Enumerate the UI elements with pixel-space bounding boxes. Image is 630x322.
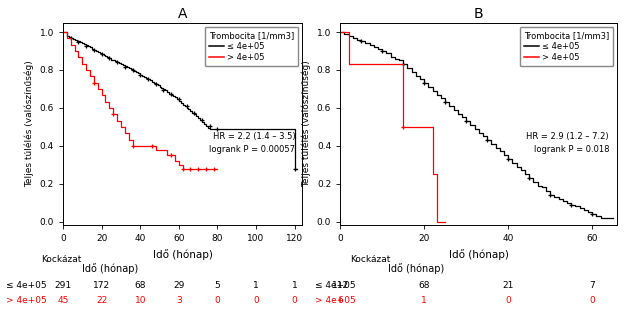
Text: > 4e+05: > 4e+05	[315, 296, 356, 305]
Text: 1: 1	[421, 296, 427, 305]
Y-axis label: Teljes túlélés (valószínűség): Teljes túlélés (valószínűség)	[302, 61, 311, 187]
Text: > 4e+05: > 4e+05	[6, 296, 47, 305]
Title: A: A	[178, 7, 188, 21]
Text: 0: 0	[215, 296, 220, 305]
Text: 291: 291	[54, 281, 72, 290]
Text: 1: 1	[292, 281, 297, 290]
Text: HR = 2.2 (1.4 – 3.5)
logrank P = 0.00057: HR = 2.2 (1.4 – 3.5) logrank P = 0.00057	[209, 132, 295, 154]
Y-axis label: Teljes túlélés (valószínűség): Teljes túlélés (valószínűség)	[25, 61, 34, 187]
Text: 68: 68	[418, 281, 430, 290]
Text: 112: 112	[331, 281, 349, 290]
Text: 0: 0	[292, 296, 297, 305]
Text: 0: 0	[253, 296, 259, 305]
Legend: ≤ 4e+05, > 4e+05: ≤ 4e+05, > 4e+05	[205, 27, 298, 66]
Text: 172: 172	[93, 281, 110, 290]
Legend: ≤ 4e+05, > 4e+05: ≤ 4e+05, > 4e+05	[520, 27, 613, 66]
Text: HR = 2.9 (1.2 – 7.2)
logrank P = 0.018: HR = 2.9 (1.2 – 7.2) logrank P = 0.018	[527, 132, 609, 154]
Text: 10: 10	[134, 296, 146, 305]
Text: 0: 0	[589, 296, 595, 305]
Text: 1: 1	[253, 281, 259, 290]
Text: 6: 6	[337, 296, 343, 305]
X-axis label: Idő (hónap): Idő (hónap)	[152, 249, 213, 260]
Text: 45: 45	[57, 296, 69, 305]
Text: 0: 0	[505, 296, 511, 305]
Text: 22: 22	[96, 296, 107, 305]
Text: 3: 3	[176, 296, 181, 305]
Text: Idő (hónap): Idő (hónap)	[387, 263, 444, 274]
Text: ≤ 4e+05: ≤ 4e+05	[6, 281, 47, 290]
Text: Idő (hónap): Idő (hónap)	[82, 263, 139, 274]
Text: 7: 7	[589, 281, 595, 290]
Text: 29: 29	[173, 281, 185, 290]
Text: Kockázat: Kockázat	[350, 255, 390, 264]
Text: ≤ 4e+05: ≤ 4e+05	[315, 281, 355, 290]
Text: Kockázat: Kockázat	[41, 255, 81, 264]
Text: 5: 5	[215, 281, 220, 290]
Text: 68: 68	[134, 281, 146, 290]
Title: B: B	[474, 7, 484, 21]
Text: 21: 21	[503, 281, 514, 290]
X-axis label: Idő (hónap): Idő (hónap)	[449, 249, 509, 260]
